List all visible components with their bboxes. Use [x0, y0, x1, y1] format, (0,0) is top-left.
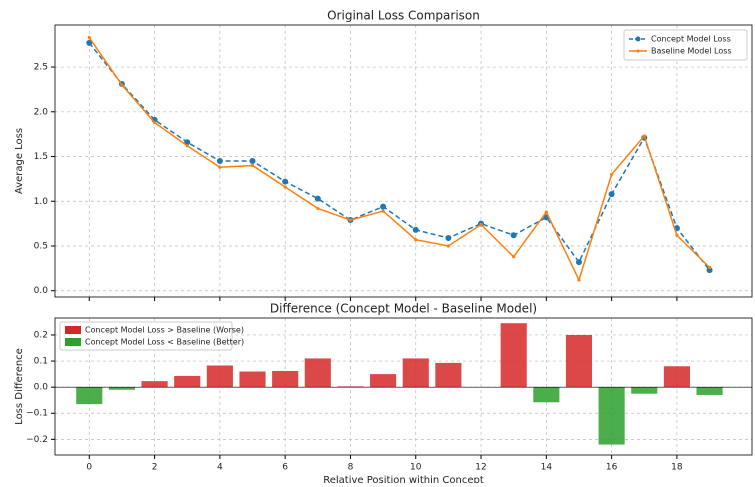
marker	[610, 172, 614, 177]
marker	[283, 185, 287, 189]
x-tick-label: 18	[671, 463, 683, 473]
y-axis-label: Loss Difference	[14, 348, 25, 425]
legend-label: Concept Model Loss > Baseline (Worse)	[85, 326, 244, 335]
bar	[631, 387, 658, 394]
line	[88, 37, 711, 283]
marker	[642, 134, 646, 138]
x-tick-label: 10	[410, 463, 422, 473]
bar	[402, 358, 429, 388]
marker	[185, 144, 189, 148]
y-tick-label: 2.0	[34, 107, 49, 117]
y-tick-label: 1.5	[34, 152, 48, 162]
bar	[663, 366, 690, 388]
marker	[446, 244, 450, 248]
chart-title: Original Loss Comparison	[327, 9, 480, 23]
bar	[272, 370, 299, 388]
x-tick-label: 6	[282, 463, 288, 473]
marker	[706, 267, 713, 274]
legend-swatch	[65, 326, 81, 334]
x-axis-label: Relative Position within Concept	[323, 475, 484, 483]
axes-frame	[54, 317, 753, 456]
marker	[152, 120, 157, 125]
x-tick-label: 4	[217, 463, 223, 473]
legend-label: Concept Model Loss	[651, 35, 731, 44]
x-tick-label: 8	[348, 463, 354, 473]
bar	[304, 358, 331, 388]
marker	[577, 278, 581, 282]
bar	[108, 387, 135, 390]
x-tick-label: 0	[86, 463, 92, 473]
legend-label: Baseline Model Loss	[651, 47, 732, 56]
marker	[479, 222, 483, 227]
bar	[696, 387, 723, 395]
y-tick-label: −0.1	[26, 409, 48, 419]
marker	[512, 255, 516, 259]
bar	[76, 387, 103, 405]
marker	[249, 158, 256, 164]
marker	[510, 232, 517, 239]
x-tick-label: 14	[541, 463, 553, 473]
bar	[533, 387, 560, 403]
chart-title: Difference (Concept Model - Baseline Mod…	[270, 302, 537, 316]
axes-frame	[54, 24, 753, 298]
y-axis-label: Average Loss	[14, 128, 25, 194]
marker	[86, 39, 93, 46]
bar	[141, 381, 168, 388]
legend-box	[623, 29, 748, 61]
marker	[412, 226, 419, 233]
legend-swatch	[65, 338, 81, 346]
legend-marker	[635, 36, 641, 42]
marker	[184, 139, 191, 146]
marker	[544, 210, 548, 214]
x-tick-label: 2	[152, 463, 158, 473]
marker	[381, 209, 385, 213]
marker	[445, 234, 452, 241]
bar	[370, 374, 397, 388]
marker	[120, 83, 124, 87]
marker	[282, 178, 289, 185]
marker	[348, 218, 353, 222]
line	[88, 42, 711, 271]
marker	[87, 35, 91, 40]
bar	[500, 323, 527, 388]
marker	[218, 165, 222, 169]
legend-label: Concept Model Loss < Baseline (Better)	[85, 338, 244, 347]
y-tick-label: 1.0	[34, 197, 49, 207]
marker	[575, 259, 582, 266]
marker	[216, 158, 223, 164]
bar	[435, 362, 462, 388]
y-tick-label: 0.5	[34, 242, 48, 252]
bar	[337, 386, 364, 388]
marker	[380, 203, 387, 210]
marker	[316, 206, 320, 211]
marker	[707, 265, 712, 270]
x-tick-label: 12	[475, 463, 486, 473]
x-tick-label: 16	[606, 463, 618, 473]
y-tick-label: 0.2	[34, 330, 48, 340]
marker	[608, 191, 615, 198]
marker	[414, 238, 418, 242]
legend-box	[59, 321, 233, 351]
y-tick-label: 0.1	[34, 357, 48, 367]
bar	[206, 365, 233, 388]
bar	[565, 334, 593, 388]
marker	[314, 195, 321, 202]
marker	[250, 163, 255, 168]
y-tick-label: −0.2	[26, 435, 48, 445]
y-tick-label: 0.0	[34, 383, 49, 393]
legend-marker	[636, 49, 640, 53]
bar	[598, 387, 625, 445]
y-tick-label: 2.5	[34, 63, 48, 73]
bar	[239, 371, 266, 388]
marker	[675, 233, 679, 237]
bar	[174, 375, 201, 388]
y-tick-label: 0.0	[34, 286, 49, 296]
